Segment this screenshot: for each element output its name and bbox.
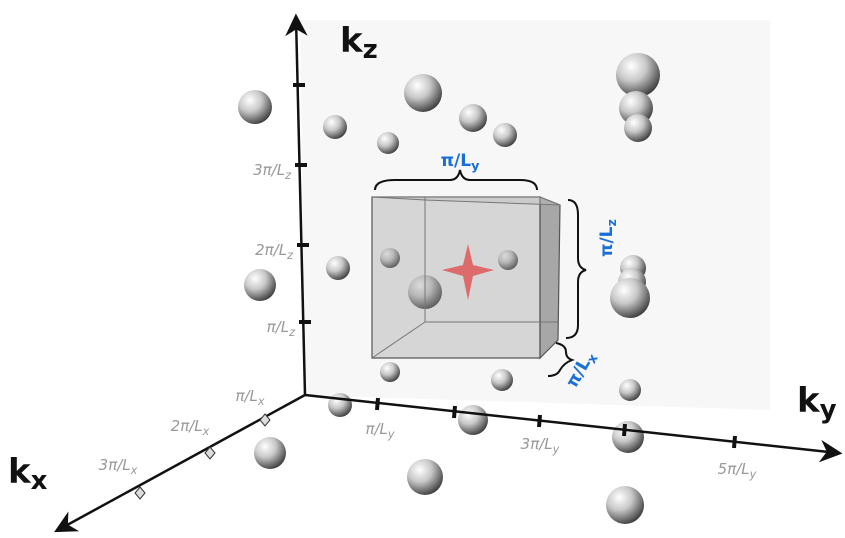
diagram: kz ky kx π/Lz2π/Lz3π/Lzπ/Ly3π/Ly5π/Lyπ/L… (0, 0, 845, 538)
lattice-point (326, 256, 350, 280)
lattice-point (380, 362, 400, 382)
tick-label: 3π/Lx (99, 456, 138, 477)
lattice-point (610, 278, 650, 318)
lattice-point (407, 459, 443, 495)
lattice-point (459, 104, 487, 132)
axis-label: ky (797, 381, 837, 425)
lattice-point (491, 369, 513, 391)
lattice-point (323, 115, 347, 139)
unit-cell (372, 197, 560, 358)
tick-label: 2π/Lx (171, 417, 210, 438)
lattice-point (493, 123, 517, 147)
lattice-point (612, 421, 644, 453)
axis-label: kx (8, 452, 48, 496)
lattice-point (616, 53, 660, 97)
lattice-point (624, 114, 652, 142)
lattice-point (404, 74, 442, 112)
tick-label: 5π/Ly (718, 460, 757, 481)
lattice-point (254, 437, 286, 469)
tick-label: π/Lx (235, 387, 264, 408)
tick-label: π/Lz (267, 318, 296, 339)
lattice-point (458, 405, 488, 435)
tick-label: π/Ly (365, 420, 394, 441)
tick-label: 3π/Lz (253, 161, 292, 182)
tick-label: 2π/Lz (255, 241, 294, 262)
lattice-point (606, 486, 644, 524)
lattice-point (238, 90, 272, 124)
lattice-point (328, 393, 352, 417)
lattice-point (377, 132, 399, 154)
lattice-point (244, 269, 276, 301)
tick-label: 3π/Ly (521, 435, 560, 456)
lattice-point (619, 379, 641, 401)
